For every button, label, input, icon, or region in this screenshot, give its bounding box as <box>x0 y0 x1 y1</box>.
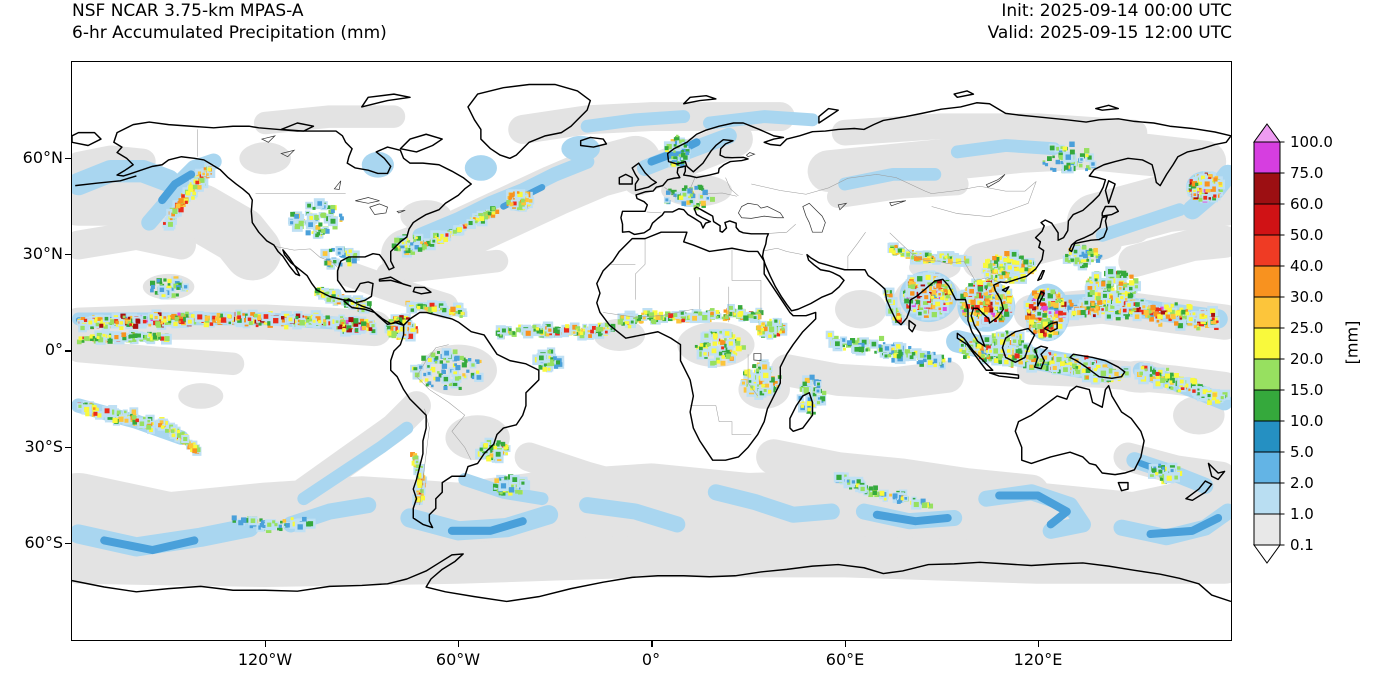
colorbar-tick-label: 30.0 <box>1290 288 1324 306</box>
colorbar-tick-label: 100.0 <box>1290 133 1333 151</box>
y-tick <box>65 446 71 448</box>
y-tick-label: 30°N <box>22 244 63 263</box>
colorbar-unit-label: [mm] <box>1342 320 1362 365</box>
colorbar: 100.0 75.0 60.0 50.0 40.0 30.0 25.0 20.0 15.0 10.… <box>1252 123 1372 566</box>
colorbar-tick-label: 40.0 <box>1290 257 1324 275</box>
x-tick <box>651 641 653 647</box>
colorbar-labels: 100.0 75.0 60.0 50.0 40.0 30.0 25.0 20.0 15.0 10.… <box>1290 124 1360 564</box>
y-tick <box>65 542 71 544</box>
colorbar-tick-label: 75.0 <box>1290 164 1324 182</box>
x-tick-label: 120°E <box>1013 650 1063 669</box>
title-line-1: NSF NCAR 3.75-km MPAS-A <box>72 1 304 21</box>
y-tick <box>65 158 71 160</box>
init-time-label: Init: 2025-09-14 00:00 UTC <box>1001 1 1232 21</box>
run-times: Init: 2025-09-14 00:00 UTC Valid: 2025-0… <box>988 0 1232 44</box>
x-tick-label: 120°W <box>237 650 293 669</box>
y-tick-label: 60°N <box>22 148 63 167</box>
colorbar-tick-label: 1.0 <box>1290 505 1314 523</box>
x-tick <box>1037 641 1040 647</box>
colorbar-tick-label: 20.0 <box>1290 350 1324 368</box>
colorbar-tick-label: 10.0 <box>1290 412 1324 430</box>
x-tick <box>844 641 846 647</box>
colorbar-tick-label: 25.0 <box>1290 319 1324 337</box>
colorbar-tick-label: 15.0 <box>1290 381 1324 399</box>
colorbar-tick-label: 0.1 <box>1290 536 1314 554</box>
figure-title: NSF NCAR 3.75-km MPAS-A 6-hr Accumulated… <box>72 0 387 44</box>
colorbar-tick-label: 50.0 <box>1290 226 1324 244</box>
title-line-2: 6-hr Accumulated Precipitation (mm) <box>72 23 387 43</box>
y-tick-label: 30°S <box>24 437 63 456</box>
x-tick-label: 60°E <box>825 650 865 669</box>
y-tick-label: 0° <box>44 340 63 359</box>
y-tick <box>65 254 71 256</box>
colorbar-svg <box>1253 123 1285 564</box>
x-tick <box>264 641 267 647</box>
x-tick <box>458 641 460 647</box>
world-map-svg <box>72 83 1231 603</box>
valid-time-label: Valid: 2025-09-15 12:00 UTC <box>987 23 1232 43</box>
colorbar-tick-label: 2.0 <box>1290 474 1314 492</box>
colorbar-tick-label: 5.0 <box>1290 443 1314 461</box>
y-tick <box>65 350 71 352</box>
x-tick-label: 0° <box>641 650 661 669</box>
colorbar-tick-label: 60.0 <box>1290 195 1324 213</box>
map-frame <box>71 61 1232 641</box>
x-tick-label: 60°W <box>435 650 481 669</box>
y-tick-label: 60°S <box>24 533 63 552</box>
